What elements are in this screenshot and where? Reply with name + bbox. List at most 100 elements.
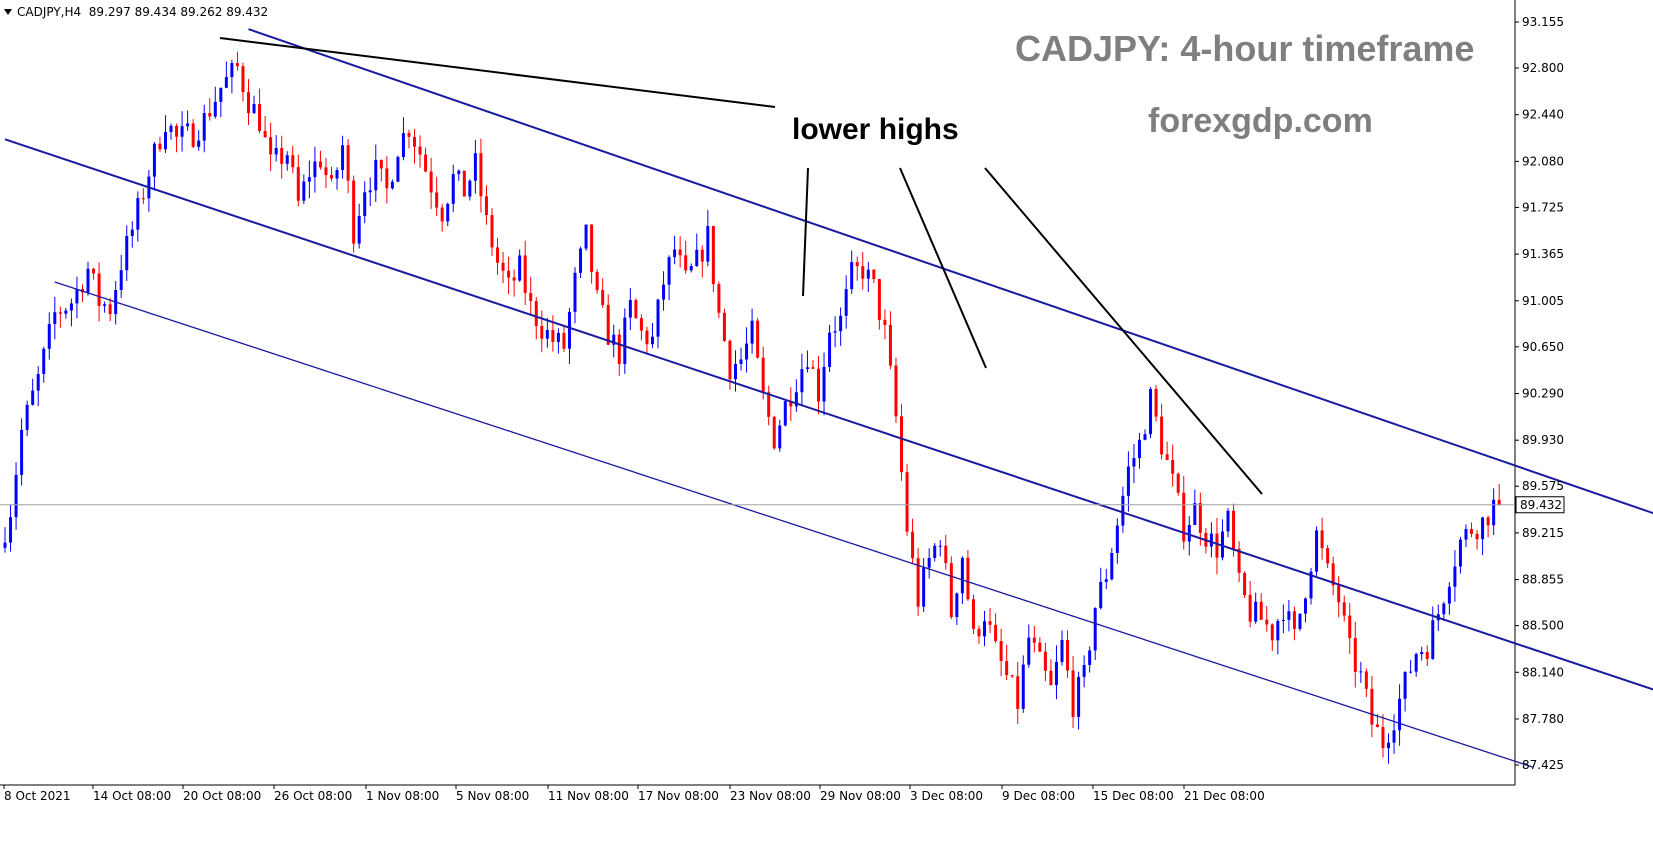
candle (1060, 630, 1064, 666)
candle (53, 296, 57, 340)
candle (1481, 516, 1485, 556)
candle (136, 191, 140, 242)
chart-title-overlay: CADJPY: 4-hour timeframe (1015, 28, 1475, 69)
channel-line-upper[interactable] (248, 28, 1653, 613)
time-tick-label: 1 Nov 08:00 (366, 789, 439, 803)
candle (1187, 516, 1191, 556)
symbol-label: CADJPY,H4 (17, 5, 82, 19)
candle (3, 527, 7, 553)
channel-line-lower[interactable] (54, 281, 1533, 768)
dropdown-triangle-icon[interactable] (4, 9, 12, 15)
candle (567, 307, 571, 364)
candle (650, 322, 654, 349)
candle (368, 177, 372, 207)
candle (335, 167, 339, 190)
candle (490, 208, 494, 256)
candle (246, 79, 250, 126)
candle (1359, 661, 1363, 683)
candle (1088, 646, 1092, 673)
candle (767, 385, 771, 426)
candle (407, 129, 411, 149)
candle (639, 314, 643, 341)
candle (811, 360, 815, 370)
candle (750, 308, 754, 354)
candle (722, 308, 726, 342)
candle (1049, 659, 1053, 686)
candle (1115, 518, 1119, 564)
candle (1259, 593, 1263, 620)
candle (125, 225, 129, 281)
candle (291, 145, 295, 174)
candle (9, 504, 13, 552)
candle (108, 298, 112, 322)
candle (839, 307, 843, 346)
candle (75, 276, 79, 319)
candles-layer (3, 51, 1501, 764)
candle (147, 170, 151, 212)
candle (1104, 568, 1108, 590)
candle (424, 147, 428, 173)
candle (927, 548, 931, 579)
channel-lines-layer (4, 28, 1653, 774)
candle (1232, 503, 1236, 557)
candle (241, 62, 245, 102)
candle (816, 355, 820, 415)
candle (1492, 488, 1496, 536)
candle (1193, 489, 1197, 526)
price-tick-label: 88.140 (1522, 665, 1564, 679)
candle (58, 306, 62, 328)
candle (1403, 671, 1407, 712)
price-tick-label: 89.575 (1522, 479, 1564, 493)
candle (667, 255, 671, 301)
candle (1464, 524, 1468, 547)
candle (1160, 403, 1164, 460)
candle (496, 237, 500, 275)
time-tick-label: 29 Nov 08:00 (820, 789, 901, 803)
time-tick-label: 21 Dec 08:00 (1184, 789, 1265, 803)
price-tick-label: 87.425 (1522, 758, 1564, 772)
candle (1387, 733, 1390, 764)
candle (999, 628, 1003, 676)
candle (235, 51, 239, 71)
time-tick-label: 5 Nov 08:00 (456, 789, 529, 803)
price-tick-label: 92.800 (1522, 61, 1564, 75)
candle (197, 130, 201, 151)
candle (86, 261, 90, 296)
time-tick-label: 23 Nov 08:00 (730, 789, 811, 803)
candle (379, 159, 383, 182)
channel-line-middle[interactable] (4, 138, 1653, 774)
candle (855, 256, 859, 281)
candle (468, 179, 472, 201)
candle (822, 352, 826, 416)
candle (324, 157, 328, 189)
candle (1320, 517, 1324, 560)
candle (385, 156, 389, 204)
candle (562, 326, 566, 352)
price-tick-label: 90.290 (1522, 387, 1564, 401)
candle (1276, 618, 1280, 655)
candle (158, 136, 162, 152)
price-axis[interactable]: 93.155 92.800 92.440 92.080 91.725 91.365 91.0… (1515, 15, 1564, 772)
candle (756, 317, 760, 359)
time-axis[interactable]: 8 Oct 2021 14 Oct 08:00 20 Oct 08:00 26 Oct… (3, 785, 1265, 803)
candle (1149, 387, 1153, 439)
candle (540, 310, 544, 353)
lower-high-pointer-line (802, 167, 809, 297)
candle (1132, 444, 1136, 484)
candle (800, 353, 804, 406)
candle (1342, 595, 1346, 622)
candle (1066, 630, 1070, 678)
candle (119, 254, 123, 298)
candle (1110, 548, 1114, 581)
price-tick-label: 89.930 (1522, 433, 1564, 447)
candle (64, 307, 68, 319)
candle (429, 157, 433, 209)
candle (418, 135, 422, 168)
candle (1331, 556, 1335, 596)
candle (601, 278, 605, 308)
candle (689, 263, 693, 273)
candle (1337, 576, 1341, 618)
candle (1071, 655, 1075, 729)
candle (916, 547, 920, 616)
